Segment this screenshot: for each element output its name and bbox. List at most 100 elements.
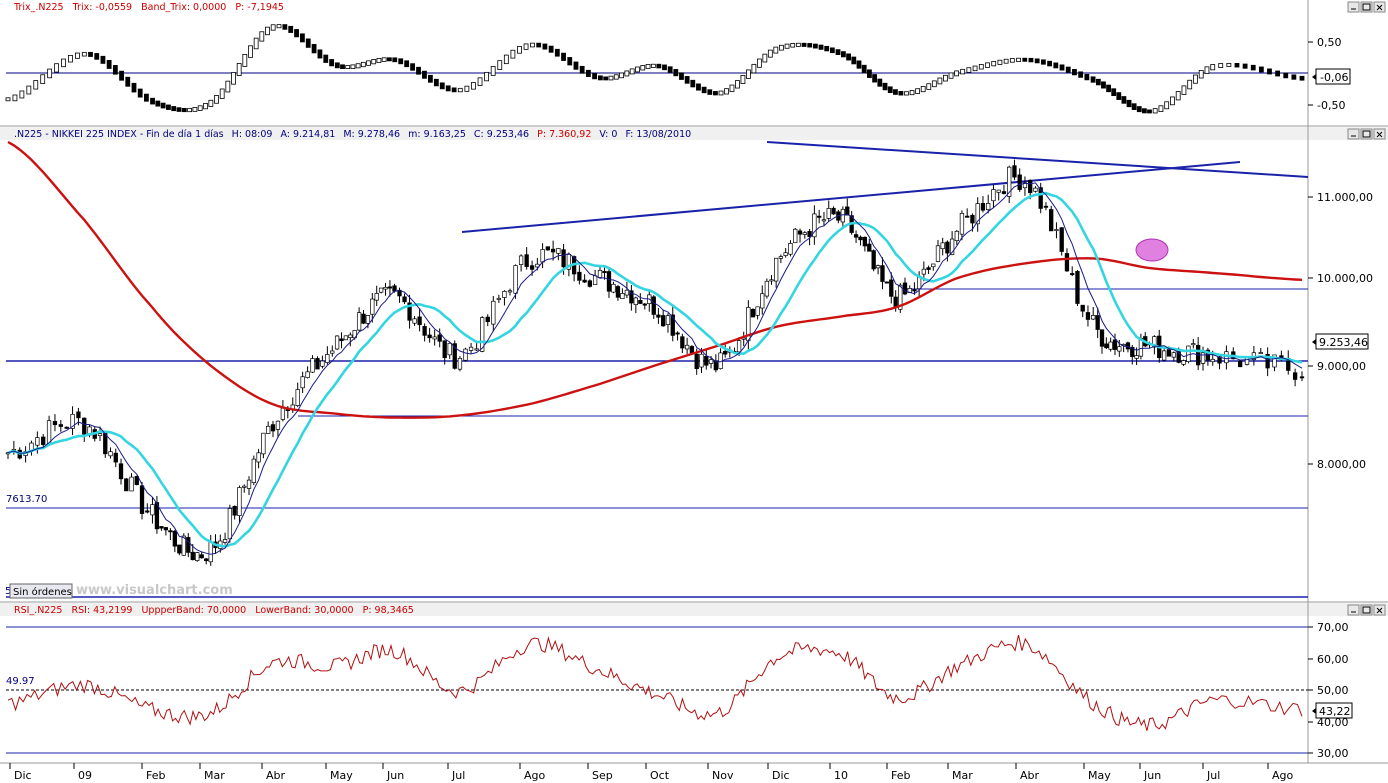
trix-bar xyxy=(510,49,516,59)
candle-body xyxy=(926,267,931,270)
trix-bar xyxy=(1101,81,1106,89)
trix-bar xyxy=(381,57,387,62)
trix-bar xyxy=(542,43,548,50)
trix-bar xyxy=(554,48,560,57)
maximize-button[interactable] xyxy=(1360,1,1373,13)
x-axis-label: Feb xyxy=(891,769,910,782)
trix-bar xyxy=(410,63,415,71)
candle-body xyxy=(1130,346,1135,357)
candle-body xyxy=(587,280,593,287)
candle-body xyxy=(1200,352,1206,364)
minimize-button[interactable] xyxy=(1347,128,1360,140)
trix-bar xyxy=(360,61,366,68)
rsi-last-value: 43,22 xyxy=(1312,702,1353,719)
candle-body xyxy=(348,334,353,338)
candle-body xyxy=(675,332,680,335)
trix-bar xyxy=(915,88,921,94)
candle-body xyxy=(1112,339,1118,350)
trix-bar xyxy=(751,63,757,74)
candle-body xyxy=(689,346,695,354)
candle-body xyxy=(959,212,965,235)
candle-body xyxy=(1299,376,1305,379)
rsi-title-bar xyxy=(0,603,1388,616)
candle-body xyxy=(139,485,145,514)
candle-body xyxy=(975,203,980,225)
candle-body xyxy=(1085,312,1091,320)
trix-bar xyxy=(1291,74,1297,80)
candle-body xyxy=(129,476,134,492)
trix-field: Band_Trix: 0,0000 xyxy=(141,2,226,13)
trix-bar xyxy=(530,42,535,48)
price-axis-label: 9.000,00 xyxy=(1317,360,1366,373)
minimize-button[interactable] xyxy=(1347,1,1360,13)
x-axis: Dic 09 Feb Mar Abr May Jun Jul Ago Sep Oct Nov Dic 10… xyxy=(9,763,1294,782)
candle-body xyxy=(378,287,384,293)
trix-bar xyxy=(1158,105,1164,113)
candle-body xyxy=(1161,350,1167,361)
candle-body xyxy=(704,356,709,366)
candle-body xyxy=(422,326,427,336)
trix-bar xyxy=(317,49,323,59)
trix-bar xyxy=(978,64,984,70)
x-axis-label: May xyxy=(330,769,353,782)
maximize-button[interactable] xyxy=(1360,604,1373,616)
trix-window-buttons xyxy=(1347,1,1386,13)
price-axis-label: 8.000,00 xyxy=(1317,458,1366,471)
trix-bar xyxy=(457,87,463,93)
trix-bar xyxy=(856,60,862,69)
candle-body xyxy=(463,348,468,361)
candle-body xyxy=(1171,352,1176,358)
x-axis-label: Ago xyxy=(1272,769,1294,782)
trix-bar xyxy=(690,79,696,88)
price-field: V: 0 xyxy=(599,129,617,140)
candle-body xyxy=(561,249,566,268)
trix-bar xyxy=(667,66,673,73)
price-field: P: 7.360,92 xyxy=(537,129,591,140)
trix-bar xyxy=(265,26,270,36)
maximize-button[interactable] xyxy=(1360,128,1373,140)
candle-body xyxy=(1265,353,1270,369)
trix-bar xyxy=(236,63,242,76)
rising-trendline xyxy=(461,161,1241,233)
x-axis-label: Sep xyxy=(592,769,613,782)
trix-bar xyxy=(1047,60,1052,67)
trix-bar xyxy=(1059,64,1065,71)
pointer-icon xyxy=(1312,708,1316,714)
candle-body xyxy=(397,289,402,297)
trix-bar xyxy=(12,94,18,102)
candle-body xyxy=(1054,229,1059,231)
candle-body xyxy=(496,297,502,300)
candle-body xyxy=(670,314,675,336)
trix-bar xyxy=(536,42,542,48)
trix-bar xyxy=(144,93,149,102)
trix-bar xyxy=(846,53,851,61)
candle-body xyxy=(1043,205,1049,208)
trix-bar xyxy=(991,61,997,67)
trix-bar xyxy=(187,107,193,113)
orders-button[interactable] xyxy=(9,583,73,599)
trix-bar xyxy=(1193,74,1198,84)
x-axis-label: Jun xyxy=(1143,769,1161,782)
candle-body xyxy=(656,314,661,318)
trix-bar xyxy=(68,54,73,63)
candle-body xyxy=(154,502,160,530)
trix-bar xyxy=(608,75,614,81)
candle-body xyxy=(1134,355,1139,359)
candle-body xyxy=(723,350,728,355)
candle-body xyxy=(518,255,524,265)
candle-body xyxy=(931,263,936,268)
trix-bar xyxy=(662,64,667,71)
trix-bar xyxy=(673,69,679,77)
minimize-button[interactable] xyxy=(1347,604,1360,616)
trix-bar xyxy=(203,103,208,110)
price-last-value-text: 9.253,46 xyxy=(1319,336,1368,349)
trix-bar xyxy=(1131,103,1137,110)
trix-bar xyxy=(818,44,824,50)
trix-bar xyxy=(1090,76,1096,83)
candle-body xyxy=(108,451,113,457)
trix-bar xyxy=(603,76,609,81)
trix-bar xyxy=(305,38,311,48)
trix-bar xyxy=(1198,70,1204,79)
candle-body xyxy=(708,359,714,364)
trix-bar xyxy=(1267,68,1272,75)
